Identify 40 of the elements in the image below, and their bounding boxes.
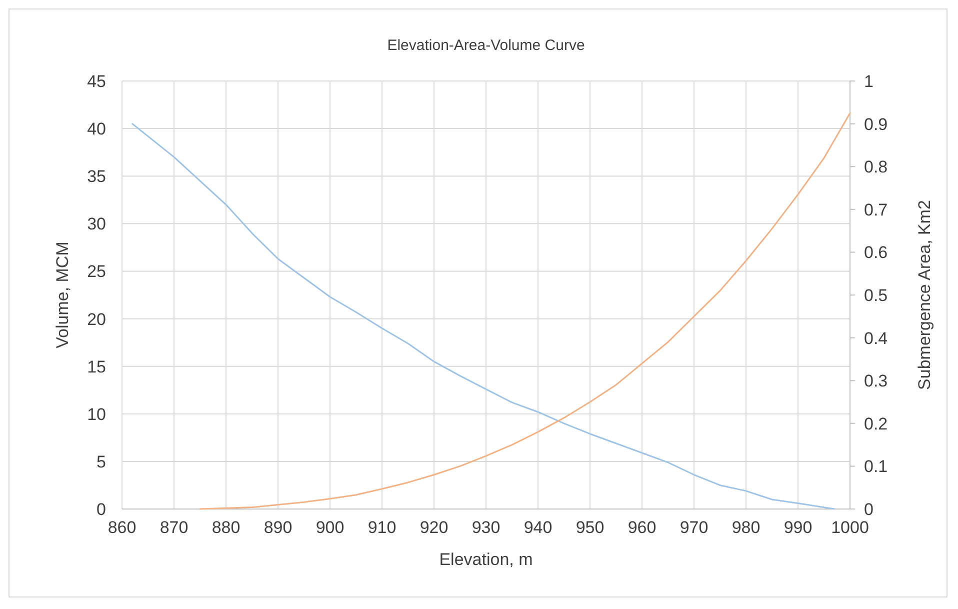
chart-title: Elevation-Area-Volume Curve [387,37,585,54]
y-axis-title: Volume, MCM [53,242,72,348]
x-tick-label: 960 [628,518,656,537]
y2-axis-title: Submergence Area, Km2 [915,200,934,390]
x-tick-label: 980 [732,518,760,537]
y2-tick-label: 0 [864,500,874,519]
x-tick-label: 950 [576,518,604,537]
y-tick-label: 20 [87,310,106,329]
y-tick-label: 40 [87,120,106,139]
x-tick-label: 870 [160,518,188,537]
x-tick-label: 860 [108,518,136,537]
x-tick-label: 930 [472,518,500,537]
y2-tick-label: 0.5 [864,286,888,305]
y2-tick-label: 0.4 [864,328,888,348]
y2-tick-label: 0.1 [864,457,888,476]
y-tick-label: 15 [87,357,106,376]
y2-tick-label: 0.6 [864,243,888,262]
x-tick-label: 920 [420,518,448,537]
y-tick-label: 45 [87,72,106,91]
x-tick-label: 970 [680,518,708,537]
x-tick-label: 990 [784,518,812,537]
y2-tick-label: 1 [864,72,874,91]
y-tick-label: 10 [87,404,106,424]
y-tick-label: 0 [96,500,106,519]
y-tick-label: 30 [87,214,106,234]
y2-tick-label: 0.3 [864,372,888,391]
y-tick-label: 5 [96,452,106,472]
y2-tick-label: 0.7 [864,200,888,220]
x-tick-label: 910 [368,518,396,537]
x-tick-label: 900 [316,518,344,537]
y-tick-label: 25 [87,262,106,282]
y2-tick-label: 0.9 [864,114,888,134]
x-axis-title: Elevation, m [439,550,533,569]
y2-tick-label: 0.2 [864,414,888,434]
x-tick-label: 880 [212,518,240,537]
x-tick-label: 890 [264,518,292,537]
y-tick-label: 35 [87,167,106,186]
y2-tick-label: 0.8 [864,158,888,177]
x-tick-label: 1000 [831,518,869,537]
x-tick-label: 940 [524,518,552,537]
